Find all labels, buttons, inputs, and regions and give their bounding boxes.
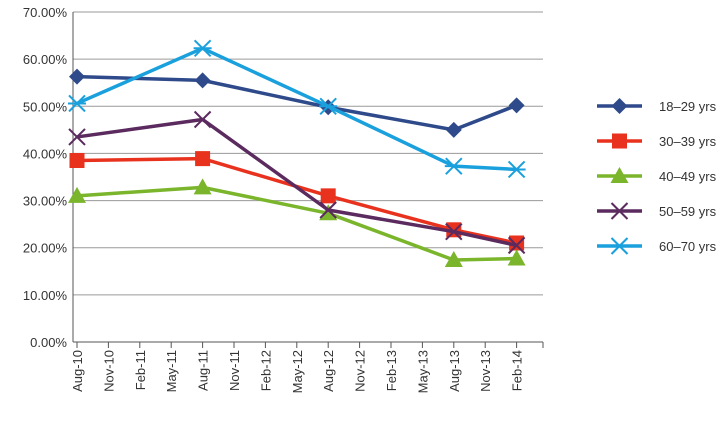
data-point [444,250,463,267]
y-tick-label: 40.00% [23,146,68,161]
x-tick-label: May-12 [290,350,305,393]
legend-label: 40–49 yrs [659,169,717,184]
data-point [193,110,212,129]
series-group [68,39,526,267]
data-point [507,249,526,266]
x-tick-label: Feb-14 [510,350,525,391]
data-point [68,186,86,203]
data-point [444,157,463,175]
x-tick-label: Nov-10 [101,350,116,392]
x-tick-label: Aug-10 [70,350,85,392]
data-point [193,178,212,195]
legend-item: 60–70 yrs [597,237,717,255]
legend-marker [610,202,629,220]
series-2 [69,151,525,251]
x-tick-label: Feb-12 [258,350,273,391]
x-tick-label: Feb-13 [384,350,399,391]
grid [73,11,543,296]
legend-marker [612,133,627,149]
x-tick-label: Aug-13 [447,350,462,392]
y-tick-label: 10.00% [23,288,68,303]
data-point [68,128,86,146]
series-line [76,46,517,172]
data-point [194,72,211,89]
data-point [193,39,212,58]
legend-label: 50–59 yrs [659,204,717,219]
x-tick-label: Feb-11 [133,350,148,390]
series-line [76,74,518,132]
data-point [445,222,463,241]
data-point [69,68,85,85]
data-point [445,121,462,138]
data-point [508,97,525,114]
legend-label: 60–70 yrs [659,239,717,254]
legend-item: 30–39 yrs [597,133,717,149]
series-4 [68,110,526,255]
y-tick-labels: 0.00% 10.00% 20.00% 30.00% 40.00% 50.00% 60.00… [23,5,68,350]
data-point [69,153,85,168]
data-point [319,97,338,115]
legend: 18–29 yrs 30–39 yrs 40–49 yrs 50–59 yrs 60–7… [597,98,717,255]
y-tick-label: 30.00% [23,194,68,209]
legend-marker [611,98,628,114]
data-point [507,236,526,255]
legend-item: 50–59 yrs [597,202,717,220]
x-tick-label: Nov-13 [478,350,493,392]
legend-label: 30–39 yrs [659,134,717,149]
series-3 [68,178,526,267]
x-tick-labels: Aug-10 Nov-10 Feb-11 May-11 Aug-11 Nov-11 Feb-… [70,350,525,393]
data-point [195,151,211,167]
series-5 [68,39,526,179]
y-tick-label: 70.00% [23,5,68,20]
legend-item: 40–49 yrs [597,167,717,184]
data-point [509,235,525,251]
data-point [319,204,338,221]
legend-marker [610,237,629,255]
axes [72,12,544,348]
data-point [319,201,337,219]
legend-item: 18–29 yrs [597,98,717,114]
x-tick-label: Aug-12 [321,350,336,392]
y-tick-label: 60.00% [23,52,68,67]
x-tick-label: Aug-11 [196,350,211,391]
legend-label: 18–29 yrs [659,99,717,114]
y-tick-label: 20.00% [23,241,68,256]
x-tick-label: Nov-11 [227,350,242,391]
data-point [320,188,336,204]
y-tick-label: 0.00% [30,335,67,350]
x-tick-label: Nov-12 [353,350,368,392]
legend-marker [610,167,629,183]
x-tick-label: May-13 [415,350,430,393]
y-tick-label: 50.00% [23,99,68,114]
data-point [68,94,86,113]
data-point [507,160,526,179]
x-tick-label: May-11 [164,350,179,392]
